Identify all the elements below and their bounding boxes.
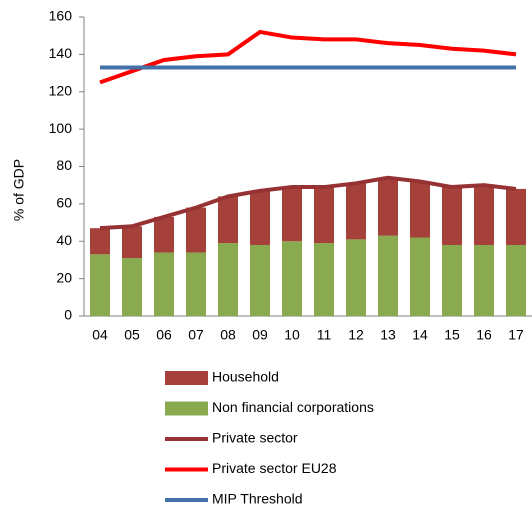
legend-label: MIP Threshold	[212, 491, 303, 507]
y-tick-label: 120	[49, 82, 73, 98]
y-tick-label: 100	[49, 120, 73, 136]
y-tick-label: 20	[56, 269, 72, 285]
bar-segment	[474, 244, 494, 316]
bar-segment	[506, 244, 526, 316]
x-tick-label: 09	[252, 327, 268, 343]
bar-segment	[186, 207, 206, 253]
legend-label: Private sector EU28	[212, 460, 337, 476]
bar-segment	[218, 243, 238, 316]
y-tick-label: 140	[49, 45, 73, 61]
bar-segment	[282, 187, 302, 242]
bar-segment	[314, 187, 334, 244]
x-tick-label: 08	[220, 327, 236, 343]
x-tick-label: 17	[508, 327, 524, 343]
bar-segment	[90, 254, 110, 316]
x-tick-label: 11	[317, 327, 332, 343]
legend-label: Non financial corporations	[212, 399, 374, 415]
bar-segment	[90, 228, 110, 255]
y-tick-label: 40	[56, 232, 72, 248]
x-tick-label: 13	[380, 327, 396, 343]
bar-segment	[378, 235, 398, 316]
bar-segment	[314, 243, 334, 316]
y-tick-label: 80	[56, 157, 72, 173]
bar-segment	[346, 183, 366, 240]
bar-segment	[346, 239, 366, 316]
bar-segment	[218, 196, 238, 244]
y-axis-label: % of GDP	[11, 159, 27, 221]
y-tick-label: 60	[56, 195, 72, 211]
y-tick-label: 0	[64, 307, 72, 323]
bar-segment	[250, 190, 270, 245]
line-series	[99, 29, 517, 85]
bar-segment	[378, 177, 398, 236]
bar-segment	[154, 252, 174, 316]
legend-label: Private sector	[212, 430, 298, 446]
x-tick-label: 15	[444, 327, 460, 343]
bar-segment	[410, 237, 430, 316]
bar-segment	[122, 226, 142, 259]
bar-segment	[250, 244, 270, 316]
x-tick-label: 07	[188, 327, 204, 343]
bar-segment	[410, 181, 430, 238]
x-tick-label: 04	[92, 327, 108, 343]
x-tick-label: 12	[348, 327, 364, 343]
x-tick-label: 16	[476, 327, 492, 343]
legend-label: Household	[212, 369, 279, 385]
x-tick-label: 05	[124, 327, 140, 343]
x-tick-label: 14	[412, 327, 428, 343]
legend-swatch	[165, 401, 208, 416]
bar-segment	[122, 258, 142, 316]
x-tick-label: 06	[156, 327, 172, 343]
y-tick-label: 160	[49, 8, 73, 24]
x-tick-label: 10	[284, 327, 300, 343]
line-series	[99, 175, 517, 231]
bar-segment	[474, 185, 494, 245]
bar-segment	[154, 216, 174, 253]
bar-segment	[186, 252, 206, 316]
bar-segment	[442, 244, 462, 316]
bar-segment	[506, 188, 526, 245]
legend-swatch	[165, 371, 208, 385]
bar-segment	[442, 187, 462, 245]
bar-segment	[282, 241, 302, 316]
